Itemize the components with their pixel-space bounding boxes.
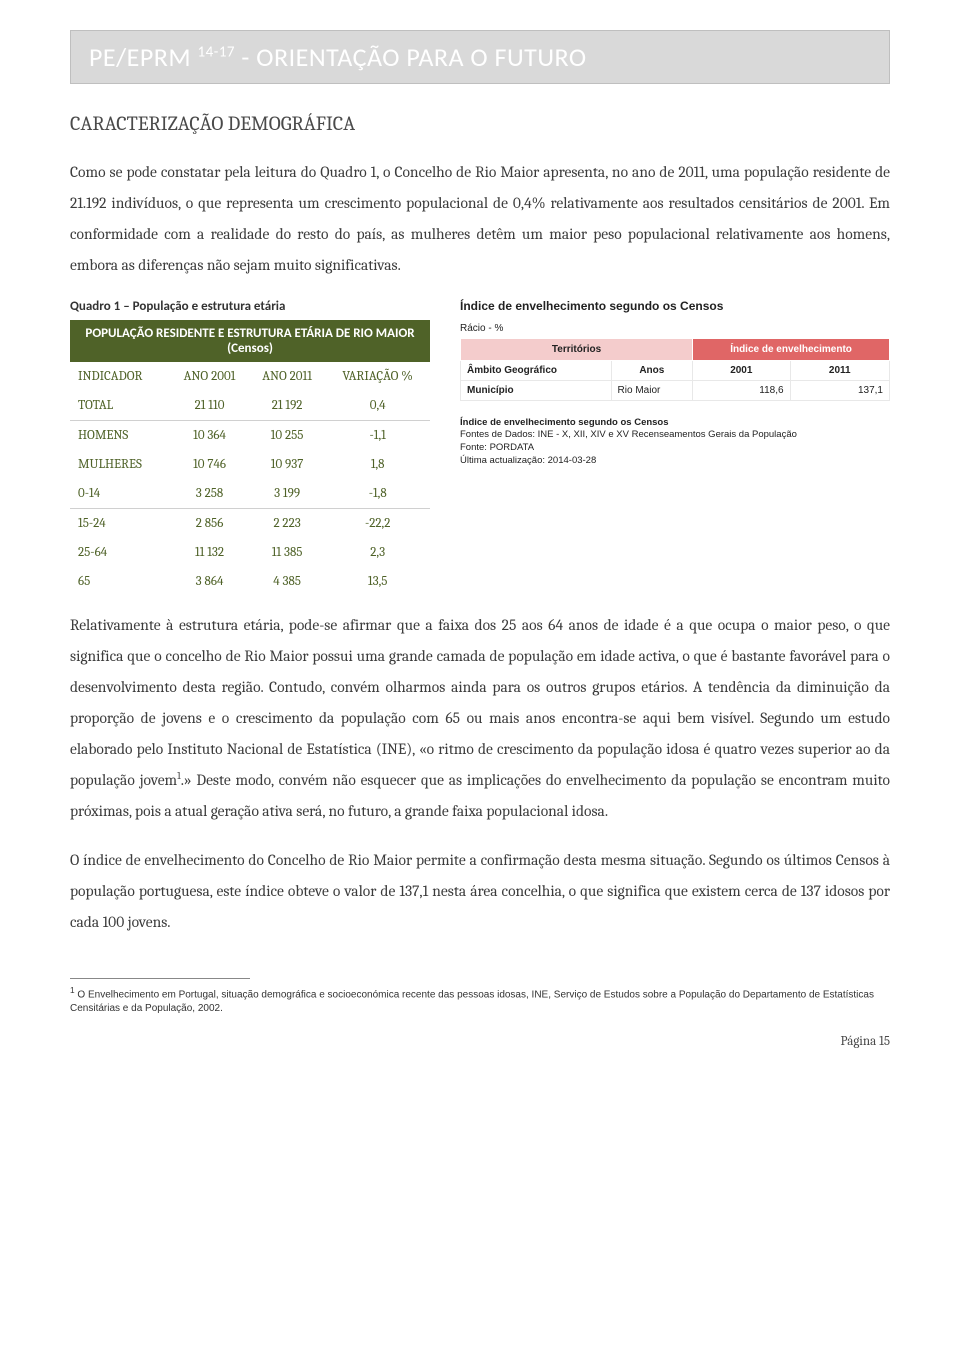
cell: 10 937 — [249, 450, 326, 479]
cell: 21 110 — [170, 391, 249, 421]
cell: -1,1 — [325, 421, 430, 451]
cell: TOTAL — [70, 391, 170, 421]
source-fontes: Fontes de Dados: INE - X, XII, XIV e XV … — [460, 429, 797, 440]
table-row: 25-64 11 132 11 385 2,3 — [70, 538, 430, 567]
cell: -22,2 — [325, 509, 430, 539]
table-row: Município Rio Maior 118,6 137,1 — [461, 380, 890, 400]
quadro-title: Quadro 1 – População e estrutura etária — [70, 299, 430, 314]
table-row: Territórios Índice de envelhecimento — [461, 338, 890, 360]
cell-municipio: Município — [461, 380, 612, 400]
cell: 2 856 — [170, 509, 249, 539]
table-row: 65 3 864 4 385 13,5 — [70, 567, 430, 596]
left-column: Quadro 1 – População e estrutura etária … — [70, 299, 430, 596]
table-columns-row: INDICADOR ANO 2001 ANO 2011 VARIAÇÃO % — [70, 362, 430, 391]
table-header: POPULAÇÃO RESIDENTE E ESTRUTURA ETÁRIA D… — [70, 320, 430, 362]
cell: MULHERES — [70, 450, 170, 479]
cell: 10 255 — [249, 421, 326, 451]
page: PE/EPRM 14-17 - ORIENTAÇÃO PARA O FUTURO… — [0, 0, 960, 1069]
col-2001: ANO 2001 — [170, 362, 249, 391]
title-sup: 14-17 — [198, 43, 236, 61]
cell: 65 — [70, 567, 170, 596]
population-table: POPULAÇÃO RESIDENTE E ESTRUTURA ETÁRIA D… — [70, 320, 430, 596]
right-column: Índice de envelhecimento segundo os Cens… — [460, 299, 890, 468]
cell: 1,8 — [325, 450, 430, 479]
cell: 11 132 — [170, 538, 249, 567]
hdr-anos: Anos — [611, 360, 693, 380]
paragraph-2: Relativamente à estrutura etária, pode-s… — [70, 610, 890, 827]
table-header-row: POPULAÇÃO RESIDENTE E ESTRUTURA ETÁRIA D… — [70, 320, 430, 362]
cell: 25-64 — [70, 538, 170, 567]
section-title: CARACTERIZAÇÃO DEMOGRÁFICA — [70, 112, 890, 135]
page-number: Página 15 — [70, 1034, 890, 1049]
header-band: PE/EPRM 14-17 - ORIENTAÇÃO PARA O FUTURO — [70, 30, 890, 84]
paragraph-3: O índice de envelhecimento do Concelho d… — [70, 845, 890, 938]
cell: 21 192 — [249, 391, 326, 421]
cell: 0-14 — [70, 479, 170, 509]
two-column-layout: Quadro 1 – População e estrutura etária … — [70, 299, 890, 596]
cell: 4 385 — [249, 567, 326, 596]
hdr-indice: Índice de envelhecimento — [693, 338, 890, 360]
cell: -1,8 — [325, 479, 430, 509]
doc-title: PE/EPRM 14-17 - ORIENTAÇÃO PARA O FUTURO — [89, 41, 871, 73]
title-post: - ORIENTAÇÃO PARA O FUTURO — [235, 41, 587, 73]
index-caption: Índice de envelhecimento segundo os Cens… — [460, 299, 890, 315]
index-subcaption: Rácio - % — [460, 323, 890, 334]
footnote: 1 O Envelhecimento em Portugal, situação… — [70, 985, 890, 1016]
cell: 2,3 — [325, 538, 430, 567]
cell: 0,4 — [325, 391, 430, 421]
para2c: .» Deste modo, convém não esquecer que a… — [70, 771, 890, 820]
hdr-2001: 2001 — [693, 360, 790, 380]
table-row: 15-24 2 856 2 223 -22,2 — [70, 509, 430, 539]
source-title: Índice de envelhecimento segundo os Cens… — [460, 417, 669, 428]
table-row: 0-14 3 258 3 199 -1,8 — [70, 479, 430, 509]
paragraph-1: Como se pode constatar pela leitura do Q… — [70, 157, 890, 281]
cell: 15-24 — [70, 509, 170, 539]
title-pre: PE/EPRM — [89, 41, 198, 73]
cell: 3 258 — [170, 479, 249, 509]
cell: 11 385 — [249, 538, 326, 567]
table-row: TOTAL 21 110 21 192 0,4 — [70, 391, 430, 421]
source-fonte: Fonte: PORDATA — [460, 442, 534, 453]
cell-2001: 118,6 — [693, 380, 790, 400]
col-indicador: INDICADOR — [70, 362, 170, 391]
cell-2011: 137,1 — [790, 380, 889, 400]
col-2011: ANO 2011 — [249, 362, 326, 391]
table-row: Âmbito Geográfico Anos 2001 2011 — [461, 360, 890, 380]
table-row: MULHERES 10 746 10 937 1,8 — [70, 450, 430, 479]
footnote-separator — [70, 978, 250, 979]
cell: 3 864 — [170, 567, 249, 596]
hdr-territorios: Territórios — [461, 338, 693, 360]
footnote-text: O Envelhecimento em Portugal, situação d… — [70, 989, 874, 1014]
hdr-2011: 2011 — [790, 360, 889, 380]
para2b: uma grande camada de população em idade … — [70, 647, 890, 789]
cell: 10 746 — [170, 450, 249, 479]
table-row: HOMENS 10 364 10 255 -1,1 — [70, 421, 430, 451]
cell: 13,5 — [325, 567, 430, 596]
cell-riomaior: Rio Maior — [611, 380, 693, 400]
cell: 3 199 — [249, 479, 326, 509]
cell: 2 223 — [249, 509, 326, 539]
source-update: Última actualização: 2014-03-28 — [460, 455, 596, 466]
cell: HOMENS — [70, 421, 170, 451]
hdr-ambito: Âmbito Geográfico — [461, 360, 612, 380]
index-table: Territórios Índice de envelhecimento Âmb… — [460, 338, 890, 401]
cell: 10 364 — [170, 421, 249, 451]
source-note: Índice de envelhecimento segundo os Cens… — [460, 417, 890, 468]
col-variacao: VARIAÇÃO % — [325, 362, 430, 391]
